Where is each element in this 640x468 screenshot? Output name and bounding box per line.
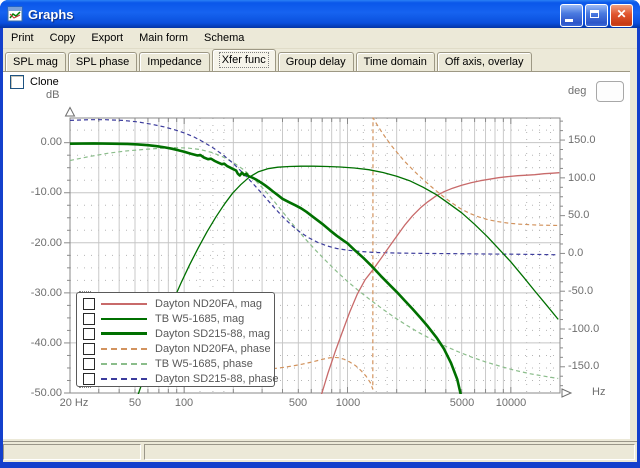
menu-export[interactable]: Export — [91, 32, 124, 44]
legend-line-sample — [101, 302, 147, 305]
left-tick: -20.00 — [30, 237, 62, 249]
x-tick: 20 Hz — [59, 397, 89, 409]
clone-checkbox[interactable] — [10, 75, 24, 89]
legend-checkbox[interactable] — [83, 372, 95, 385]
series-line-5 — [70, 119, 559, 256]
title-bar[interactable]: Graphs ✕ — [0, 0, 640, 28]
window-title: Graphs — [28, 6, 74, 22]
x-tick: 50 — [128, 397, 142, 409]
chart-legend: Dayton ND20FA, mag TB W5-1685, mag Dayto… — [76, 291, 279, 388]
tab-time-domain[interactable]: Time domain — [355, 52, 435, 71]
corner-box[interactable] — [596, 81, 624, 102]
legend-line-sample — [101, 377, 147, 380]
series-line-0 — [320, 172, 560, 394]
close-button[interactable]: ✕ — [610, 4, 633, 27]
minimize-button[interactable] — [560, 4, 583, 27]
series-line-4 — [70, 147, 559, 380]
legend-row[interactable]: TB W5-1685, mag — [77, 311, 274, 326]
tab-strip: SPL mag SPL phase Impedance Xfer func Gr… — [5, 49, 635, 71]
left-axis-unit: dB — [46, 89, 60, 101]
menu-main-form[interactable]: Main form — [139, 32, 189, 44]
legend-line-sample — [101, 332, 147, 335]
minimize-icon — [565, 19, 573, 22]
legend-line-sample — [101, 347, 147, 350]
legend-checkbox[interactable] — [83, 327, 95, 340]
right-tick: 100.0 — [568, 172, 596, 184]
clone-checkbox-row[interactable]: Clone — [10, 75, 59, 89]
tab-xfer-func[interactable]: Xfer func — [211, 49, 276, 71]
maximize-button[interactable] — [585, 4, 608, 27]
x-tick: 1000 — [335, 397, 361, 409]
legend-row[interactable]: Dayton ND20FA, mag — [77, 296, 274, 311]
legend-checkbox[interactable] — [83, 297, 95, 310]
legend-row[interactable]: TB W5-1685, phase — [77, 356, 274, 371]
x-tick: 500 — [288, 397, 308, 409]
left-tick: -10.00 — [30, 186, 62, 198]
right-axis-unit: deg — [568, 85, 587, 97]
legend-checkbox[interactable] — [83, 342, 95, 355]
x-tick: 100 — [174, 397, 194, 409]
left-tick: -30.00 — [30, 287, 62, 299]
left-tick: -40.00 — [30, 337, 62, 349]
menu-schema[interactable]: Schema — [204, 32, 245, 44]
legend-line-sample — [101, 317, 147, 320]
menu-print[interactable]: Print — [11, 32, 34, 44]
x-axis-unit: Hz — [592, 386, 606, 398]
series-line-1 — [137, 165, 559, 394]
legend-checkbox[interactable] — [83, 312, 95, 325]
close-icon: ✕ — [616, 7, 627, 21]
legend-row[interactable]: Dayton SD215-88, mag — [77, 326, 274, 341]
app-graph-icon — [7, 6, 23, 22]
series-line-3 — [272, 117, 560, 390]
legend-line-sample — [101, 362, 147, 365]
right-tick: 50.0 — [568, 209, 590, 221]
right-tick: -150.0 — [568, 360, 600, 372]
legend-row[interactable]: Dayton SD215-88, phase — [77, 371, 279, 386]
x-tick: 5000 — [449, 397, 475, 409]
right-tick: -100.0 — [568, 323, 600, 335]
tab-spl-mag[interactable]: SPL mag — [5, 52, 66, 71]
menu-copy[interactable]: Copy — [49, 32, 76, 44]
status-panel-left — [3, 444, 141, 460]
status-panel-right — [144, 444, 635, 460]
series-line-2 — [70, 142, 462, 394]
tab-off-axis-overlay[interactable]: Off axis, overlay — [436, 52, 532, 71]
right-tick: 0.0 — [568, 247, 584, 259]
left-tick: 0.00 — [40, 136, 62, 148]
maximize-icon — [590, 10, 599, 18]
legend-row[interactable]: Dayton ND20FA, phase — [77, 341, 274, 356]
tab-group-delay[interactable]: Group delay — [277, 52, 354, 71]
tab-impedance[interactable]: Impedance — [139, 52, 210, 71]
x-tick: 10000 — [495, 397, 527, 409]
menu-bar: Print Copy Export Main form Schema — [3, 28, 637, 49]
right-tick: -50.0 — [568, 285, 594, 297]
tab-spl-phase[interactable]: SPL phase — [67, 52, 138, 71]
right-tick: 150.0 — [568, 134, 596, 146]
clone-label: Clone — [30, 76, 59, 88]
legend-checkbox[interactable] — [83, 357, 95, 370]
status-bar — [3, 444, 637, 462]
left-tick: -50.00 — [30, 387, 62, 399]
